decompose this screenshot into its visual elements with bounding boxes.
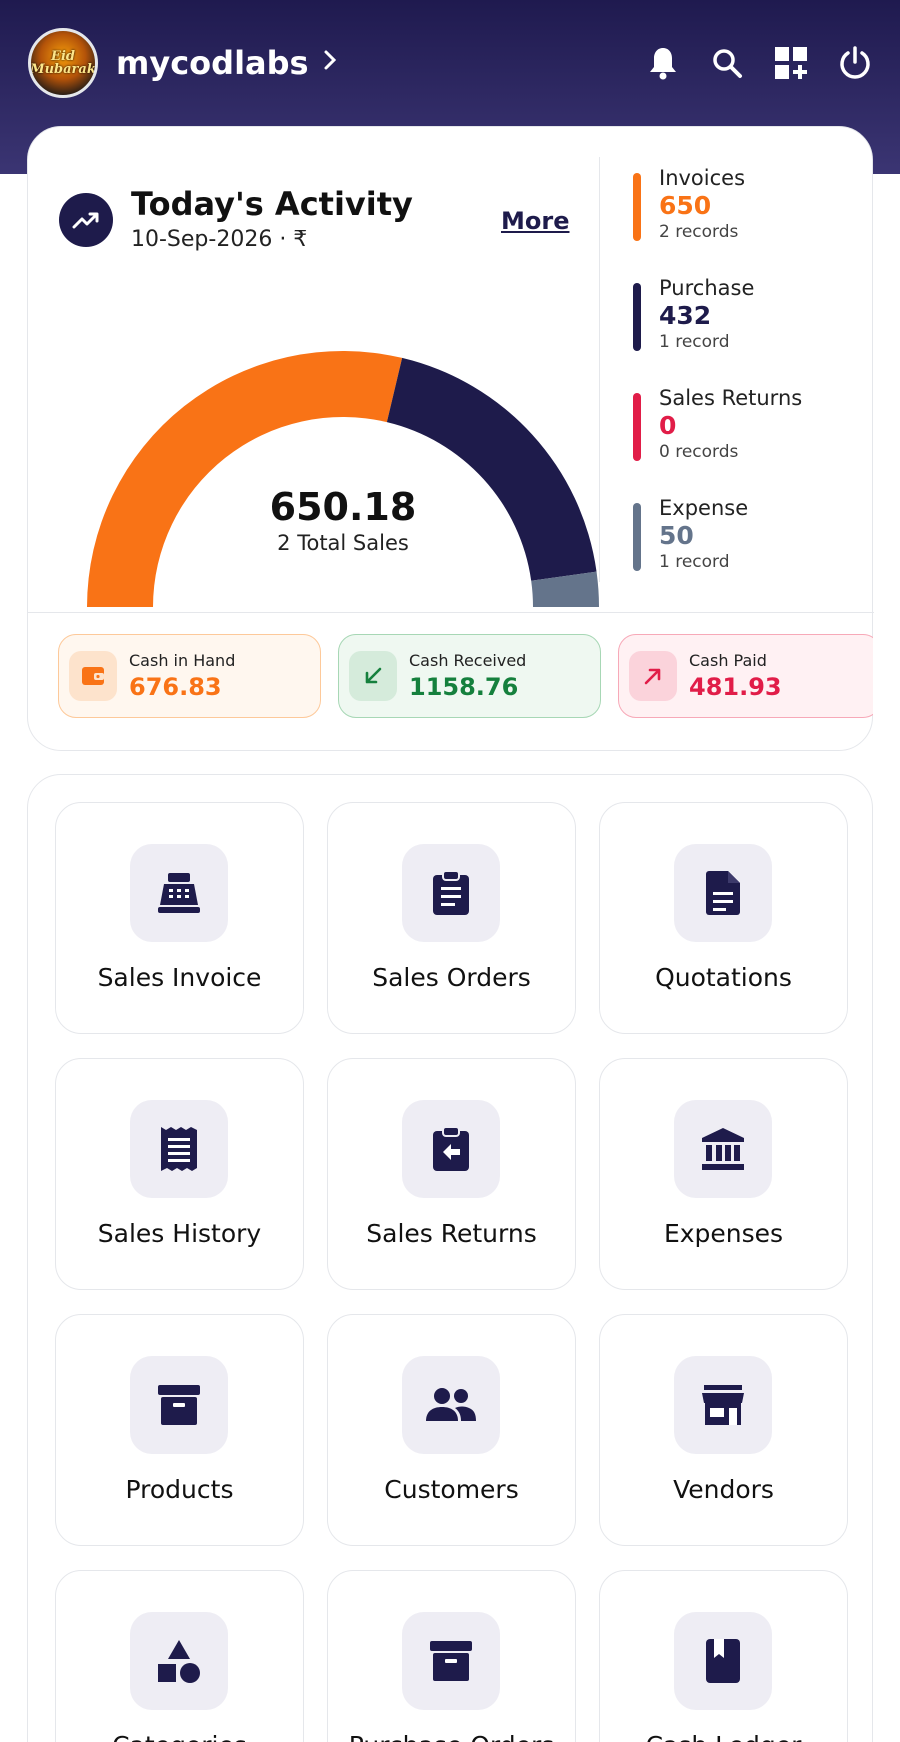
tile-label: Expenses [663, 1219, 784, 1248]
more-link[interactable]: More [501, 207, 570, 235]
logo-lettering: Eid Mubarak [30, 48, 96, 77]
trending-up-icon [59, 193, 113, 247]
tile-label: Vendors [673, 1475, 774, 1504]
document-icon [674, 844, 772, 942]
tile-sales-returns[interactable]: Sales Returns [327, 1058, 576, 1290]
tile-customers[interactable]: Customers [327, 1314, 576, 1546]
bank-icon [674, 1100, 772, 1198]
tile-purchase-orders[interactable]: Purchase Orders [327, 1570, 576, 1742]
stat-value: 50 [659, 521, 694, 550]
stat-value: 432 [659, 301, 712, 330]
cash-label: Cash Received [409, 651, 527, 670]
activity-title: Today's Activity [131, 185, 413, 223]
tile-quotations[interactable]: Quotations [599, 802, 848, 1034]
shapes-icon [130, 1612, 228, 1710]
stat-name: Purchase [659, 276, 755, 300]
stat-color-bar [633, 173, 641, 241]
search-icon[interactable] [710, 46, 744, 80]
stat-records: 1 record [659, 552, 730, 572]
stat-records: 1 record [659, 332, 730, 352]
app-name[interactable]: mycodlabs [116, 43, 309, 82]
cash-summary-row: Cash in Hand 676.83 Cash Received 1158.7… [58, 634, 873, 720]
stat-name: Expense [659, 496, 749, 520]
power-icon[interactable] [838, 45, 872, 80]
tile-label: Quotations [655, 963, 792, 992]
tile-expenses[interactable]: Expenses [599, 1058, 848, 1290]
tile-sales-history[interactable]: Sales History [55, 1058, 304, 1290]
tile-label: Customers [384, 1475, 519, 1504]
stat-records: 0 records [659, 442, 739, 462]
horizontal-divider [28, 612, 874, 613]
cash-value: 676.83 [129, 673, 222, 701]
return-clipboard-icon [402, 1100, 500, 1198]
activity-date: 10-Sep-2026 · ₹ [131, 227, 308, 252]
cash-value: 481.93 [689, 673, 782, 701]
cash-in-hand-card[interactable]: Cash in Hand 676.83 [58, 634, 321, 718]
clipboard-icon [402, 844, 500, 942]
gauge-segment-expense[interactable] [531, 571, 599, 607]
stat-invoices[interactable]: Invoices 650 2 records [633, 165, 853, 275]
bell-icon[interactable] [646, 46, 680, 80]
tile-label: Categories [56, 1731, 303, 1742]
cash-received-card[interactable]: Cash Received 1158.76 [338, 634, 601, 718]
company-logo[interactable]: Eid Mubarak [28, 27, 98, 98]
tile-label: Sales Returns [366, 1219, 537, 1248]
tile-label: Cash Ledger [600, 1731, 847, 1742]
storefront-icon [674, 1356, 772, 1454]
gauge-segment-invoices[interactable] [87, 350, 403, 607]
stat-color-bar [633, 283, 641, 351]
vertical-divider [599, 157, 600, 582]
add-widget-icon[interactable] [774, 46, 808, 80]
stat-sales-returns[interactable]: Sales Returns 0 0 records [633, 385, 853, 495]
stat-color-bar [633, 503, 641, 571]
stat-purchase[interactable]: Purchase 432 1 record [633, 275, 853, 385]
people-icon [402, 1356, 500, 1454]
receipt-icon [130, 1100, 228, 1198]
stat-name: Invoices [659, 166, 746, 190]
shortcuts-grid: Sales Invoice Sales Orders Quotations Sa… [27, 774, 873, 1742]
stat-records: 2 records [659, 222, 739, 242]
tile-label: Sales Invoice [97, 963, 262, 992]
stat-color-bar [633, 393, 641, 461]
stat-expense[interactable]: Expense 50 1 record [633, 495, 853, 605]
activity-stats: Invoices 650 2 records Purchase 432 1 re… [633, 165, 853, 605]
chevron-right-icon[interactable] [323, 48, 337, 78]
tile-products[interactable]: Products [55, 1314, 304, 1546]
stat-value: 650 [659, 191, 712, 220]
stat-value: 0 [659, 411, 677, 440]
cash-register-icon [130, 844, 228, 942]
tile-cash-ledger[interactable]: Cash Ledger [599, 1570, 848, 1742]
tile-vendors[interactable]: Vendors [599, 1314, 848, 1546]
top-bar: Eid Mubarak mycodlabs [0, 0, 900, 125]
tile-categories[interactable]: Categories [55, 1570, 304, 1742]
total-sales-value: 650.18 [269, 485, 417, 529]
total-sales-label: 2 Total Sales [277, 531, 409, 555]
cash-label: Cash in Hand [129, 651, 236, 670]
tile-label: Sales History [97, 1219, 262, 1248]
archive-box-icon [130, 1356, 228, 1454]
arrow-down-left-icon [349, 651, 397, 701]
book-icon [674, 1612, 772, 1710]
tile-label: Products [125, 1475, 234, 1504]
stat-name: Sales Returns [659, 386, 803, 410]
tile-label: Purchase Orders [328, 1731, 575, 1742]
cash-value: 1158.76 [409, 673, 519, 701]
tile-sales-orders[interactable]: Sales Orders [327, 802, 576, 1034]
archive-box-icon [402, 1612, 500, 1710]
activity-gauge-chart [87, 350, 599, 607]
cash-paid-card[interactable]: Cash Paid 481.93 [618, 634, 873, 718]
gauge-segment-purchase[interactable] [386, 357, 597, 581]
cash-label: Cash Paid [689, 651, 767, 670]
wallet-icon [69, 651, 117, 701]
activity-card: Today's Activity 10-Sep-2026 · ₹ More 65… [27, 126, 874, 751]
arrow-up-right-icon [629, 651, 677, 701]
tile-label: Sales Orders [372, 963, 531, 992]
tile-sales-invoice[interactable]: Sales Invoice [55, 802, 304, 1034]
